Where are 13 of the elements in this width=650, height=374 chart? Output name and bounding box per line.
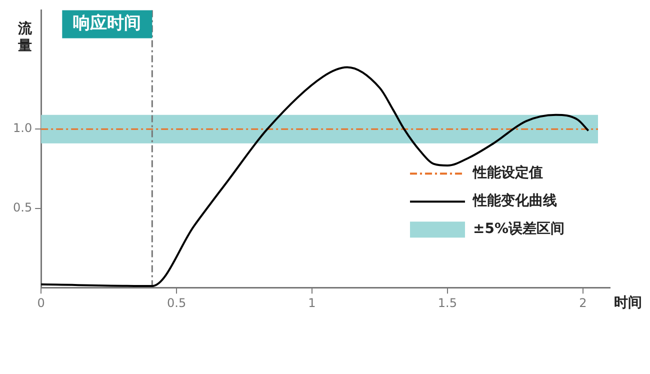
- x-tick-label: 0.5: [166, 296, 186, 310]
- legend-label: 性能变化曲线: [472, 192, 557, 210]
- y-tick-label: 1.0: [12, 121, 32, 136]
- x-tick-label: 2: [579, 296, 587, 310]
- legend-label: ±5%误差区间: [473, 221, 564, 238]
- x-tick-label: 1.5: [438, 296, 457, 310]
- x-axis-title: 时间: [614, 295, 642, 312]
- x-tick-label: 1: [308, 296, 316, 310]
- ref-line-label: 响应时间: [73, 14, 142, 34]
- x-tick-label: 0: [37, 296, 45, 310]
- legend-label: 性能设定值: [472, 164, 543, 182]
- y-axis-title: 流量: [17, 20, 34, 54]
- line-series: [41, 66, 590, 288]
